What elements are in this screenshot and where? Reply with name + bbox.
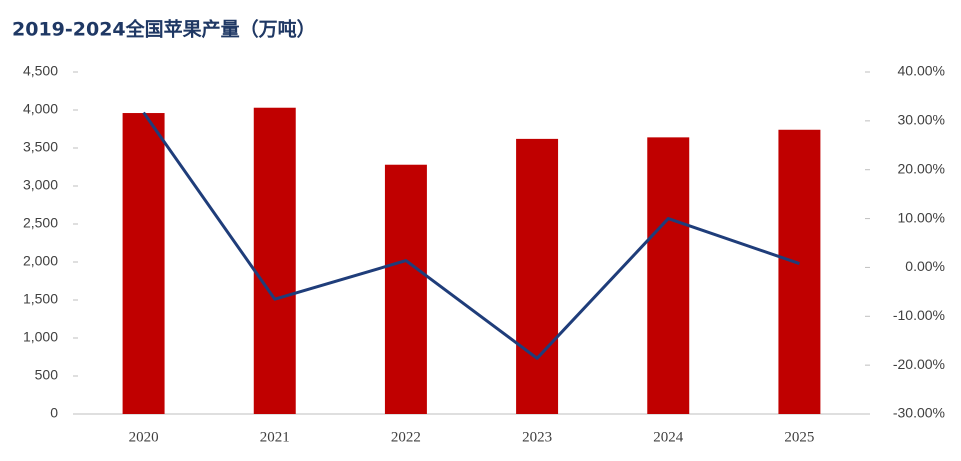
bar [778, 129, 821, 414]
bar [516, 138, 559, 414]
line [142, 111, 800, 360]
bar [647, 137, 690, 415]
y-tick-label: 3,000 [23, 177, 58, 193]
x-tick-label: 2023 [522, 429, 552, 445]
y-tick-label: 4,000 [23, 101, 58, 117]
x-tick-label: 2021 [260, 429, 290, 445]
chart-title: 2019-2024全国苹果产量（万吨） [12, 18, 316, 41]
x-tick-label: 2020 [129, 429, 159, 445]
x-tick-label: 2022 [391, 429, 421, 445]
x-tick-label: 2025 [784, 429, 814, 445]
y-tick-label: 4,500 [23, 63, 58, 79]
bar [384, 164, 427, 414]
bar [122, 113, 165, 414]
y-tick-label: 500 [35, 367, 59, 383]
y-tick-label: 3,500 [23, 139, 58, 155]
x-tick-label: 2024 [653, 429, 684, 445]
y2-tick-label: 30.00% [898, 112, 945, 128]
y-tick-label: 0 [50, 405, 58, 421]
y2-tick-label: 0.00% [905, 258, 945, 274]
y2-tick-label: -10.00% [893, 307, 945, 323]
y-tick-label: 2,000 [23, 253, 58, 269]
y-tick-label: 1,500 [23, 291, 58, 307]
y2-tick-label: -20.00% [893, 356, 945, 372]
y2-tick-label: 10.00% [898, 209, 945, 225]
bar [253, 107, 296, 414]
y2-tick-label: -30.00% [893, 405, 945, 421]
y2-tick-label: 20.00% [898, 160, 945, 176]
y-tick-label: 1,000 [23, 329, 58, 345]
y2-tick-label: 40.00% [898, 63, 945, 79]
y-tick-label: 2,500 [23, 215, 58, 231]
